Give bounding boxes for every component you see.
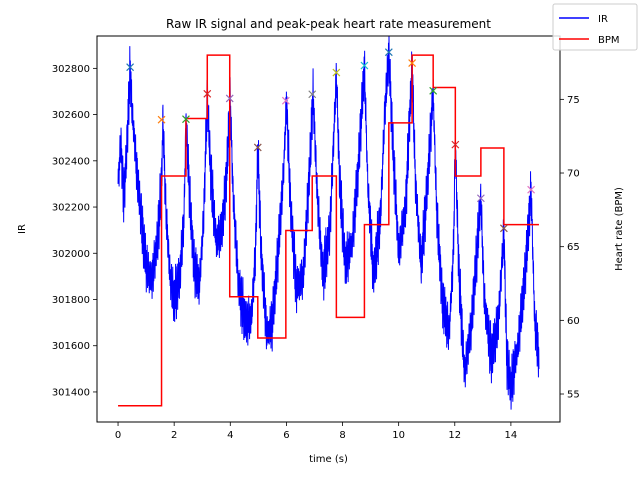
peak-marker <box>408 59 417 67</box>
series-bpm-line <box>118 54 539 407</box>
legend-label-bpm: BPM <box>598 35 620 46</box>
x-tick-label: 0 <box>115 430 121 441</box>
x-tick-label: 8 <box>339 430 345 441</box>
y-right-tick-label: 60 <box>567 316 580 327</box>
y-right-tick-label: 55 <box>567 390 580 401</box>
series-ir-line <box>117 36 540 410</box>
y-axis-right-label: Heart rate (BPM) <box>614 187 625 271</box>
y-axis-left-label: IR <box>17 224 28 234</box>
y-left-tick-label: 302000 <box>52 249 90 260</box>
y-left-tick-label: 302800 <box>52 64 90 75</box>
y-left-tick-label: 301400 <box>52 387 90 398</box>
x-tick-label: 4 <box>227 430 233 441</box>
peak-marker <box>281 96 290 105</box>
peak-marker <box>332 68 341 77</box>
peak-marker <box>527 185 536 194</box>
peak-marker <box>126 63 135 72</box>
legend-label-ir: IR <box>598 14 608 25</box>
plot-area <box>117 36 540 410</box>
chart-title: Raw IR signal and peak-peak heart rate m… <box>166 17 491 31</box>
y-left-tick-label: 301800 <box>52 295 90 306</box>
peak-marker <box>499 224 508 233</box>
peak-marker <box>451 140 460 149</box>
y-left-tick-label: 302400 <box>52 156 90 167</box>
peak-marker <box>157 115 166 124</box>
x-tick-label: 2 <box>171 430 177 441</box>
x-tick-label: 10 <box>392 430 405 441</box>
peak-marker <box>308 90 317 99</box>
peak-marker <box>182 115 190 124</box>
y-left-tick-label: 302600 <box>52 110 90 121</box>
y-axis-left: 301400 301600 301800 302000 302200 302400 3026… <box>52 64 97 398</box>
peak-marker <box>225 94 234 103</box>
peak-marker <box>360 61 369 70</box>
y-left-tick-label: 302200 <box>52 203 90 214</box>
legend: IR BPM <box>552 3 638 51</box>
y-left-tick-label: 301600 <box>52 341 90 352</box>
peak-marker <box>203 89 212 98</box>
x-tick-label: 14 <box>505 430 518 441</box>
x-axis-label: time (s) <box>309 454 348 465</box>
peak-marker <box>476 194 485 203</box>
y-right-tick-label: 70 <box>567 169 580 180</box>
legend-box <box>552 3 638 51</box>
x-tick-label: 12 <box>448 430 461 441</box>
peak-marker <box>384 48 393 57</box>
x-axis: 0 2 4 6 8 10 12 14 <box>115 422 517 441</box>
peak-marker <box>429 86 438 95</box>
y-right-tick-label: 65 <box>567 242 580 253</box>
peak-marker <box>253 143 262 152</box>
axes-frame <box>96 35 561 423</box>
x-tick-label: 6 <box>283 430 289 441</box>
y-axis-right: 55 60 65 70 75 <box>560 95 580 401</box>
y-right-tick-label: 75 <box>567 95 580 106</box>
plot-layer <box>117 36 540 410</box>
